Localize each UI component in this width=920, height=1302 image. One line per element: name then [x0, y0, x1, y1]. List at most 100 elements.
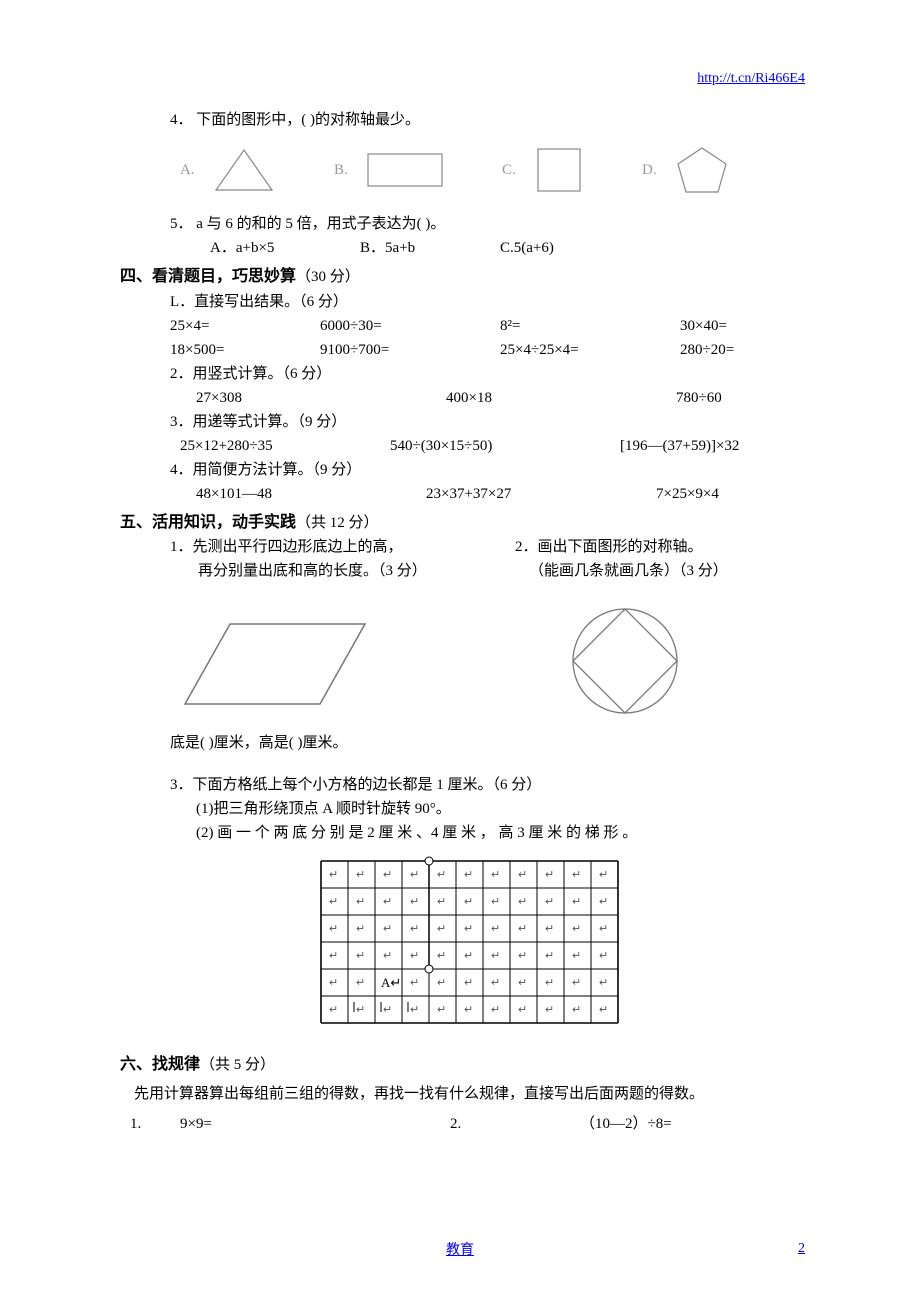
svg-text:↵: ↵ — [599, 1004, 608, 1016]
svg-text:↵: ↵ — [437, 977, 446, 989]
svg-text:↵: ↵ — [545, 950, 554, 962]
svg-text:↵: ↵ — [356, 950, 365, 962]
svg-text:↵: ↵ — [545, 977, 554, 989]
svg-text:↵: ↵ — [545, 923, 554, 935]
q4-stem: 4． 下面的图形中，( )的对称轴最少。 — [120, 108, 820, 132]
svg-text:↵: ↵ — [464, 896, 473, 908]
s4p4c3: 7×25×9×4 — [656, 482, 719, 506]
svg-text:↵: ↵ — [518, 977, 527, 989]
svg-text:↵: ↵ — [518, 950, 527, 962]
s4p3c3: [196—(37+59)]×32 — [620, 434, 739, 458]
section4-heading: 四、看清题目，巧思妙算（30 分） — [120, 264, 820, 290]
s4p1-row2: 18×500= 9100÷700= 25×4÷25×4= 280÷20= — [120, 338, 820, 362]
q4-options-row: A. B. C. D. — [120, 142, 820, 198]
section6-points: （共 5 分） — [200, 1057, 275, 1073]
s5-fillin: 底是( )厘米，高是( )厘米。 — [120, 731, 820, 755]
s5q1-l2b: （能画几条就画几条）（3 分） — [529, 559, 820, 583]
svg-text:↵: ↵ — [599, 977, 608, 989]
footer-page-number[interactable]: 2 — [798, 1238, 805, 1260]
section6-heading: 六、找规律（共 5 分） — [120, 1052, 820, 1078]
svg-text:↵: ↵ — [599, 869, 608, 881]
q4-text: 下面的图形中，( )的对称轴最少。 — [196, 112, 420, 128]
s5q1-line1: 1．先测出平行四边形底边上的高， 2．画出下面图形的对称轴。 — [120, 535, 820, 559]
svg-text:↵: ↵ — [599, 950, 608, 962]
svg-text:↵: ↵ — [545, 896, 554, 908]
pentagon-icon — [672, 142, 732, 198]
svg-text:↵: ↵ — [518, 896, 527, 908]
svg-text:↵: ↵ — [437, 1004, 446, 1016]
svg-text:↵: ↵ — [491, 923, 500, 935]
s4p4c1: 48×101—48 — [196, 482, 426, 506]
s5q3-p2: (2) 画 一 个 两 底 分 别 是 2 厘 米 、4 厘 米 ， 高 3 厘… — [120, 821, 820, 845]
s4p4-title: 4．用简便方法计算。（9 分） — [120, 458, 820, 482]
section4-points: （30 分） — [296, 269, 360, 285]
svg-text:↵: ↵ — [383, 923, 392, 935]
header-url-link[interactable]: http://t.cn/Ri466E4 — [697, 68, 805, 90]
svg-text:↵: ↵ — [437, 950, 446, 962]
q5-stem: 5． a 与 6 的和的 5 倍，用式子表达为( )。 — [120, 212, 820, 236]
svg-text:↵: ↵ — [410, 977, 419, 989]
svg-text:↵: ↵ — [572, 977, 581, 989]
s4p1r1c2: 6000÷30= — [320, 314, 500, 338]
svg-text:↵: ↵ — [356, 869, 365, 881]
svg-text:A↵: A↵ — [381, 975, 401, 990]
parallelogram-figure — [170, 606, 380, 716]
svg-text:↵: ↵ — [491, 1004, 500, 1016]
s5-figures — [120, 601, 820, 721]
svg-text:↵: ↵ — [410, 869, 419, 881]
s5q1-l1a: 1．先测出平行四边形底边上的高， — [170, 535, 475, 559]
s4p2-row: 27×308 400×18 780÷60 — [120, 386, 820, 410]
svg-text:↵: ↵ — [356, 977, 365, 989]
svg-text:↵: ↵ — [410, 1004, 419, 1016]
svg-text:↵: ↵ — [572, 869, 581, 881]
section6-title: 六、找规律 — [120, 1056, 200, 1073]
q4-number: 4． — [170, 112, 193, 128]
footer-center-link[interactable]: 教育 — [446, 1243, 474, 1258]
svg-text:↵: ↵ — [464, 977, 473, 989]
s4p1r1c4: 30×40= — [680, 314, 727, 338]
s4p3-row: 25×12+280÷35 540÷(30×15÷50) [196—(37+59)… — [120, 434, 820, 458]
square-icon — [532, 143, 586, 197]
s4p1r1c1: 25×4= — [170, 314, 320, 338]
svg-text:↵: ↵ — [410, 950, 419, 962]
s4p2c1: 27×308 — [196, 386, 446, 410]
q5-opt-b: B．5a+b — [360, 236, 500, 260]
svg-text:↵: ↵ — [491, 869, 500, 881]
s4p1r2c2: 9100÷700= — [320, 338, 500, 362]
q4-opt-d-label: D. — [642, 158, 662, 182]
svg-text:↵: ↵ — [329, 896, 338, 908]
svg-text:↵: ↵ — [464, 1004, 473, 1016]
s6-e1: 9×9= — [180, 1112, 450, 1136]
svg-text:↵: ↵ — [437, 923, 446, 935]
q5-opt-a: A．a+b×5 — [210, 236, 360, 260]
rectangle-icon — [364, 148, 446, 192]
svg-text:↵: ↵ — [410, 896, 419, 908]
svg-text:↵: ↵ — [518, 869, 527, 881]
svg-text:↵: ↵ — [464, 950, 473, 962]
section5-points: （共 12 分） — [296, 515, 379, 531]
q5-number: 5． — [170, 216, 193, 232]
s5q3-p1: (1)把三角形绕顶点 A 顺时针旋转 90°。 — [120, 797, 820, 821]
q4-opt-b-label: B. — [334, 158, 354, 182]
circle-square-figure — [560, 601, 690, 721]
s4p4-row: 48×101—48 23×37+37×27 7×25×9×4 — [120, 482, 820, 506]
s6-n1: 1. — [130, 1112, 180, 1136]
s4p1-title: L．直接写出结果。（6 分） — [120, 290, 820, 314]
content: 4． 下面的图形中，( )的对称轴最少。 A. B. C. D. 5． a 与 … — [120, 108, 820, 1136]
svg-text:↵: ↵ — [383, 950, 392, 962]
svg-text:↵: ↵ — [572, 923, 581, 935]
footer: 教育 2 — [0, 1238, 920, 1262]
svg-text:↵: ↵ — [329, 977, 338, 989]
grid-figure: ↵ ↵ ↵ ↵ ↵ ↵ ↵ ↵ ↵ ↵ ↵ ↵ ↵ ↵ ↵ ↵ ↵ ↵ ↵ ↵ ↵ ↵ ↵ ↵ ↵ ↵ ↵ ↵ ↵ ↵ ↵ ↵ ↵ ↵ ↵ ↵ ↵ ↵ ↵ ↵… — [315, 855, 625, 1030]
s4p3-title: 3．用递等式计算。（9 分） — [120, 410, 820, 434]
s6-n2: 2. — [450, 1112, 580, 1136]
svg-text:↵: ↵ — [545, 1004, 554, 1016]
s4p3c1: 25×12+280÷35 — [180, 434, 390, 458]
section5-heading: 五、活用知识，动手实践（共 12 分） — [120, 510, 820, 536]
q5-text: a 与 6 的和的 5 倍，用式子表达为( )。 — [196, 216, 445, 232]
svg-text:↵: ↵ — [518, 1004, 527, 1016]
svg-text:↵: ↵ — [329, 869, 338, 881]
q4-opt-a-label: A. — [180, 158, 200, 182]
svg-text:↵: ↵ — [437, 869, 446, 881]
s4p1-row1: 25×4= 6000÷30= 8²= 30×40= — [120, 314, 820, 338]
